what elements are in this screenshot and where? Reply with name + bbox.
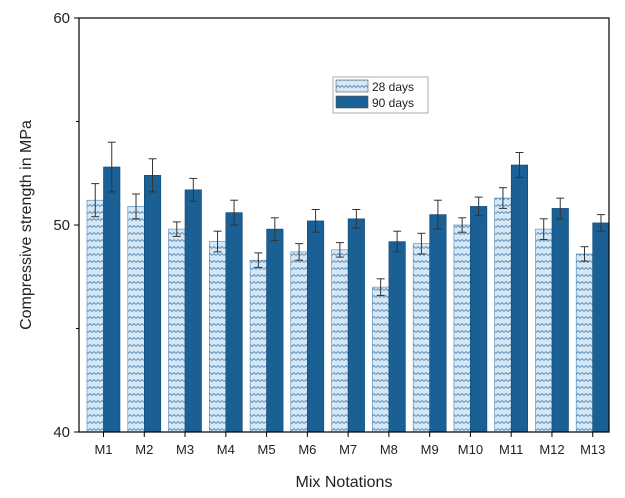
bar-90-days-m4 bbox=[225, 212, 243, 433]
x-tick-label-m11: M11 bbox=[499, 442, 523, 457]
y-tick-label-60: 60 bbox=[53, 10, 70, 27]
x-tick-label-m7: M7 bbox=[339, 442, 357, 457]
error-bar-28-days-m13 bbox=[580, 246, 589, 262]
bar-90-days-m5 bbox=[266, 228, 284, 433]
x-tick-label-m5: M5 bbox=[258, 442, 276, 457]
error-bar-90-days-m12 bbox=[556, 197, 565, 220]
error-bar-90-days-m9 bbox=[433, 199, 442, 230]
x-tick-label-m6: M6 bbox=[298, 442, 316, 457]
error-bar-28-days-m9 bbox=[417, 232, 426, 255]
axes-layer: M1 M2 M3 M4 M5 M6 M7 M8 M9 M10 M11 M12 M13 40 50 60 bbox=[53, 10, 605, 457]
x-tick-label-m9: M9 bbox=[421, 442, 439, 457]
bar-90-days-m2 bbox=[144, 175, 162, 433]
bar-90-days-m11 bbox=[510, 164, 529, 433]
bar-90-days-m10 bbox=[470, 206, 488, 433]
bar-90-days-m6 bbox=[306, 220, 325, 433]
x-tick-label-m2: M2 bbox=[135, 442, 153, 457]
error-bar-90-days-m5 bbox=[270, 217, 279, 241]
error-bar-28-days-m1 bbox=[91, 183, 100, 218]
bar-90-days-m8 bbox=[388, 241, 406, 433]
error-bar-90-days-m11 bbox=[515, 152, 524, 178]
legend: 28 days 90 days bbox=[332, 76, 429, 114]
legend-swatch-28-days bbox=[335, 79, 369, 93]
bar-28-days-m3 bbox=[168, 228, 186, 433]
y-tick-label-50: 50 bbox=[53, 217, 70, 234]
bar-28-days-m11 bbox=[494, 197, 512, 433]
bar-90-days-m9 bbox=[429, 214, 447, 433]
error-bars-layer bbox=[91, 141, 605, 296]
error-bar-90-days-m7 bbox=[352, 209, 361, 229]
x-tick-label-m3: M3 bbox=[176, 442, 194, 457]
x-tick-label-m12: M12 bbox=[539, 442, 564, 457]
error-bar-28-days-m3 bbox=[172, 221, 181, 237]
y-axis-label: Compressive strength in MPa bbox=[18, 120, 35, 330]
error-bar-28-days-m8 bbox=[376, 278, 385, 296]
legend-label-90-days: 90 days bbox=[372, 96, 414, 110]
error-bar-28-days-m11 bbox=[498, 187, 507, 209]
error-bar-90-days-m3 bbox=[189, 177, 198, 202]
x-tick-label-m13: M13 bbox=[580, 442, 605, 457]
error-bar-90-days-m8 bbox=[393, 230, 402, 253]
bar-90-days-m12 bbox=[551, 208, 569, 433]
error-bar-28-days-m4 bbox=[213, 230, 222, 253]
y-tick-label-40: 40 bbox=[53, 424, 70, 441]
error-bar-90-days-m13 bbox=[596, 214, 605, 232]
error-bar-28-days-m6 bbox=[295, 243, 304, 261]
bar-28-days-m8 bbox=[372, 286, 390, 433]
bar-28-days-m2 bbox=[127, 206, 145, 433]
x-tick-label-m8: M8 bbox=[380, 442, 398, 457]
bar-28-days-m13 bbox=[575, 253, 594, 433]
bar-28-days-m7 bbox=[331, 249, 349, 433]
error-bar-28-days-m7 bbox=[335, 242, 344, 258]
error-bar-90-days-m1 bbox=[107, 141, 116, 193]
bar-28-days-m6 bbox=[290, 251, 308, 433]
bar-28-days-m5 bbox=[249, 259, 267, 433]
error-bar-90-days-m2 bbox=[148, 158, 157, 193]
bars-layer bbox=[86, 164, 610, 433]
error-bar-28-days-m5 bbox=[254, 252, 263, 268]
bar-28-days-m4 bbox=[209, 241, 227, 433]
legend-swatch-90-days bbox=[335, 95, 369, 109]
bar-28-days-m1 bbox=[86, 199, 104, 433]
bar-28-days-m10 bbox=[453, 224, 471, 433]
bar-90-days-m3 bbox=[184, 189, 202, 433]
bar-28-days-m12 bbox=[535, 228, 553, 433]
error-bar-28-days-m10 bbox=[458, 217, 467, 233]
bar-28-days-m9 bbox=[412, 243, 431, 433]
error-bar-28-days-m12 bbox=[539, 218, 548, 240]
x-tick-label-m1: M1 bbox=[94, 442, 112, 457]
bar-90-days-m13 bbox=[592, 222, 610, 433]
legend-label-28-days: 28 days bbox=[372, 80, 414, 94]
x-tick-label-m4: M4 bbox=[217, 442, 235, 457]
error-bar-90-days-m4 bbox=[230, 199, 239, 226]
x-axis-label: Mix Notations bbox=[296, 474, 393, 491]
error-bar-90-days-m10 bbox=[474, 196, 483, 217]
x-tick-label-m10: M10 bbox=[458, 442, 483, 457]
error-bar-90-days-m6 bbox=[311, 209, 320, 233]
bar-90-days-m7 bbox=[347, 218, 365, 433]
error-bar-28-days-m2 bbox=[132, 193, 141, 220]
bar-90-days-m1 bbox=[103, 166, 121, 433]
